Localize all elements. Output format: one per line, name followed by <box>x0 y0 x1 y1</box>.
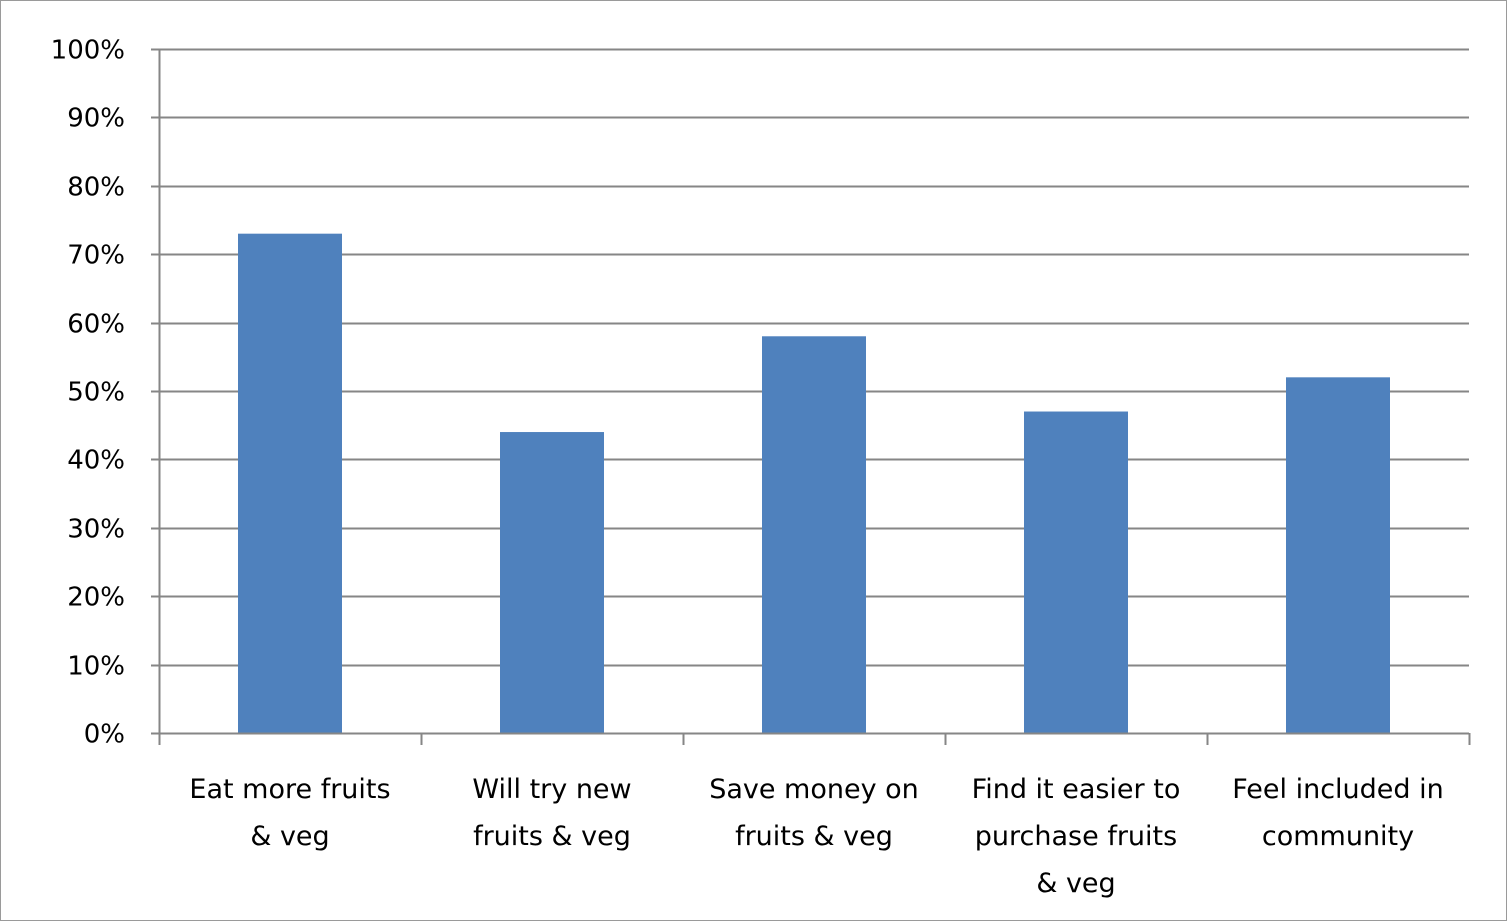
x-category-label: & veg <box>1036 868 1115 899</box>
y-tick-label: 60% <box>67 310 125 340</box>
x-category-label: fruits & veg <box>735 821 893 852</box>
bar <box>762 336 866 733</box>
x-category-label: Eat more fruits <box>189 774 390 805</box>
bar <box>1286 377 1390 733</box>
bars <box>238 233 1390 733</box>
x-category-label: Will try new <box>472 774 631 805</box>
x-category-label: Feel included in <box>1232 774 1444 805</box>
x-category-label: Find it easier to <box>972 774 1181 805</box>
y-tick-labels: 0% 10% 20% 30% 40% 50% 60% 70% 80% 90% 100% <box>51 36 125 750</box>
y-tick-label: 0% <box>84 720 125 750</box>
axes <box>151 48 1471 745</box>
x-category-label: purchase fruits <box>975 821 1177 852</box>
y-tick-label: 70% <box>67 241 125 271</box>
y-tick-label: 50% <box>67 378 125 408</box>
y-tick-label: 80% <box>67 173 125 203</box>
bar <box>1024 411 1128 733</box>
bar <box>238 233 342 733</box>
x-category-label: community <box>1262 821 1414 852</box>
x-category-label: fruits & veg <box>473 821 631 852</box>
x-category-label: & veg <box>250 821 329 852</box>
bar <box>500 432 604 733</box>
y-tick-label: 100% <box>51 36 125 66</box>
y-tick-label: 40% <box>67 446 125 476</box>
y-tick-label: 90% <box>67 104 125 134</box>
y-tick-label: 30% <box>67 515 125 545</box>
y-tick-label: 10% <box>67 652 125 682</box>
x-category-labels: Eat more fruits & veg Will try new fruits &… <box>189 774 1443 899</box>
y-tick-label: 20% <box>67 583 125 613</box>
x-category-label: Save money on <box>709 774 919 805</box>
